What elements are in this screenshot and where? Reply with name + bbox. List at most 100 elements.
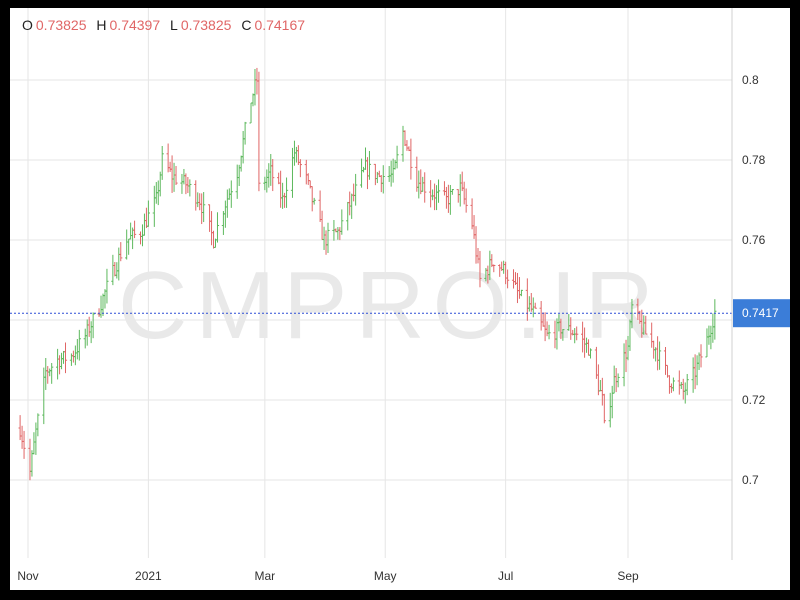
- ohlc-bar: [612, 365, 616, 394]
- ohlc-bar: [456, 189, 460, 203]
- ohlc-bar: [146, 200, 150, 227]
- ohlc-bar: [472, 215, 476, 239]
- close-value: 0.74167: [254, 17, 306, 33]
- x-tick-label: Nov: [17, 569, 38, 583]
- ohlc-bar: [367, 150, 372, 180]
- ohlc-bar: [458, 174, 462, 207]
- ohlc-bar: [709, 325, 713, 350]
- ohlc-bar: [310, 186, 314, 212]
- ohlc-bar: [77, 329, 81, 361]
- ohlc-bar: [138, 231, 143, 245]
- ohlc-bar: [695, 355, 699, 386]
- ohlc-bar: [36, 413, 40, 437]
- ohlc-bar: [28, 438, 32, 481]
- ohlc-bar: [265, 169, 269, 193]
- ohlc-bar: [691, 357, 695, 393]
- ohlc-bar: [44, 357, 48, 390]
- ohlc-bar: [318, 190, 322, 222]
- ohlc-bar: [61, 350, 66, 364]
- ohlc-bar: [423, 172, 427, 203]
- y-tick-label: 0.8: [742, 73, 759, 87]
- high-label: H: [96, 17, 107, 33]
- ohlc-bar: [46, 366, 50, 384]
- grid: [10, 8, 732, 558]
- x-tick-label: 2021: [135, 569, 162, 583]
- ohlc-bar: [359, 158, 364, 188]
- ohlc-bar: [506, 269, 510, 289]
- ohlc-bar: [462, 181, 466, 205]
- ohlc-bar: [705, 328, 709, 358]
- ohlc-bar: [533, 302, 537, 309]
- ohlc-bar: [241, 131, 245, 164]
- ohlc-bar: [320, 210, 324, 240]
- x-tick-label: May: [374, 569, 397, 583]
- ohlc-bar: [373, 163, 377, 186]
- ohlc-bar: [142, 213, 147, 236]
- ohlc-bar: [332, 220, 336, 241]
- ohlc-bar: [361, 166, 366, 173]
- ohlc-bar: [83, 328, 87, 349]
- ohlc-bar: [282, 192, 287, 208]
- ohlc-bar: [306, 173, 310, 185]
- ohlc-bar: [253, 68, 257, 106]
- ohlc-bar: [616, 373, 620, 388]
- ohlc-bar: [354, 173, 358, 206]
- ohlc-bar: [322, 226, 326, 250]
- ohlc-bar: [48, 368, 52, 377]
- ohlc-bar: [381, 165, 385, 194]
- ohlc-bar: [284, 177, 289, 208]
- ohlc-bar: [436, 179, 441, 203]
- ohlc-bar: [221, 211, 225, 235]
- y-tick-label: 0.7: [742, 473, 759, 487]
- ohlc-bar: [182, 168, 186, 185]
- ohlc-bar: [338, 227, 342, 241]
- close-label: C: [241, 17, 252, 33]
- ohlc-bar: [470, 198, 474, 230]
- ohlc-bar: [174, 165, 178, 185]
- ohlc-bar: [575, 326, 579, 341]
- ohlc-bar: [387, 166, 391, 182]
- ohlc-bar: [101, 293, 105, 317]
- ohlc-bar: [188, 179, 192, 197]
- ohlc-bar: [113, 261, 117, 277]
- ohlc-bar: [235, 164, 239, 199]
- ohlc-bar: [608, 392, 612, 428]
- ohlc-bar: [657, 341, 662, 370]
- ohlc-bar: [444, 186, 449, 209]
- ohlc-bar: [160, 145, 164, 180]
- ohlc-bar: [395, 145, 399, 169]
- ohlc-bar: [448, 184, 452, 215]
- ohlc-bar: [152, 185, 156, 227]
- ohlc-bar: [588, 348, 593, 359]
- ohlc-bar: [184, 173, 188, 195]
- ohlc-bar: [446, 184, 450, 213]
- ohlc-bar: [391, 158, 395, 183]
- ohlc-bar: [239, 155, 243, 172]
- ohlc-bar: [200, 193, 204, 225]
- ohlc-bar: [279, 170, 283, 208]
- ohlc-bar: [429, 180, 433, 208]
- ohlc-bar: [685, 373, 689, 396]
- ohlc-bar: [340, 209, 344, 235]
- ohlc-bar: [308, 180, 312, 189]
- ohlc-bar: [73, 345, 77, 366]
- ohlc-bar: [667, 375, 672, 394]
- ohlc-bar: [348, 191, 352, 216]
- ohlc-bar: [34, 422, 38, 455]
- ohlc-bar: [277, 172, 281, 185]
- ohlc-bar: [263, 176, 267, 191]
- ohlc-bar: [85, 319, 89, 346]
- ohlc-bar: [346, 201, 350, 231]
- ohlc-bar: [389, 160, 393, 187]
- ohlc-bar: [707, 325, 711, 345]
- ohlc-bar: [56, 348, 60, 380]
- ohlc-bar: [713, 299, 717, 340]
- current-price-tag: 0.7417: [733, 299, 790, 328]
- ohlc-bars: [18, 67, 717, 481]
- ohlc-bar: [421, 176, 425, 192]
- ohlc-bar: [156, 180, 160, 206]
- ohlc-bar: [644, 315, 648, 335]
- high-value: 0.74397: [109, 17, 161, 33]
- ohlc-bar: [671, 377, 675, 392]
- ohlc-bar: [547, 324, 551, 340]
